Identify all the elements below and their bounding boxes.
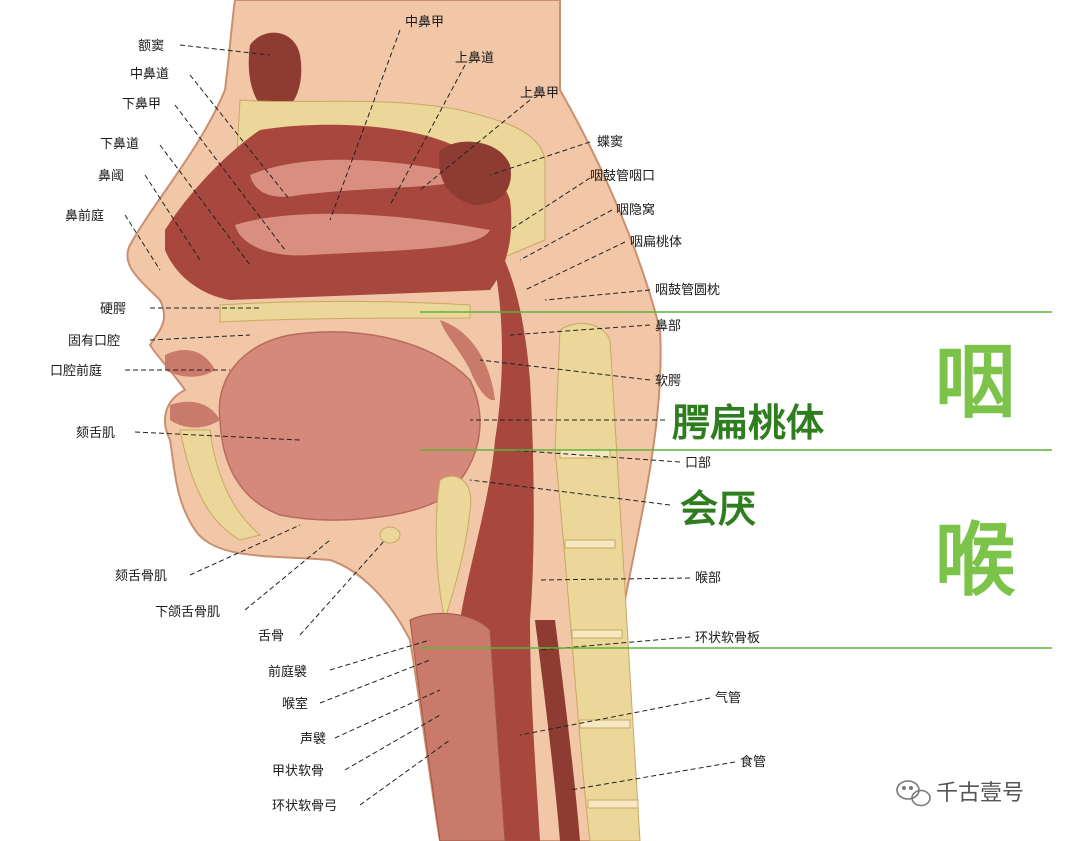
left-labels: 额窦 中鼻道 下鼻甲 下鼻道 鼻阈 鼻前庭 硬腭 固有口腔 口腔前庭 颏舌肌 颏… <box>50 39 337 814</box>
label-inferior-meatus: 下鼻道 <box>100 136 139 152</box>
label-hard-palate: 硬腭 <box>100 302 126 317</box>
label-nasal-vestibule: 鼻前庭 <box>65 208 104 224</box>
label-oropharynx: 口部 <box>685 456 711 471</box>
soft-palate <box>440 320 495 401</box>
inferior-concha <box>235 213 490 256</box>
right-labels: 蝶窦 咽鼓管咽口 咽隐窝 咽扁桃体 咽鼓管圆枕 鼻部 软腭 口部 喉部 环状软骨… <box>590 135 766 770</box>
label-pharyngeal-recess: 咽隐窝 <box>616 202 655 218</box>
label-vestibular-fold: 前庭襞 <box>268 664 307 680</box>
label-trachea: 气管 <box>715 690 741 706</box>
label-frontal-sinus: 额窦 <box>138 39 164 54</box>
label-laryngopharynx: 喉部 <box>695 571 721 586</box>
watermark-text: 千古壹号 <box>936 781 1024 806</box>
highlight-labels: 腭扁桃体 会厌 <box>672 401 824 531</box>
middle-concha <box>250 159 470 197</box>
top-labels: 中鼻甲 上鼻道 上鼻甲 <box>405 14 559 101</box>
label-torus-tubarius: 咽鼓管圆枕 <box>655 283 720 298</box>
hyoid-bone <box>379 526 401 544</box>
sphenoid-sinus <box>439 141 511 205</box>
label-inferior-concha: 下鼻甲 <box>122 96 161 112</box>
region-label-pharynx: 咽 <box>935 336 1015 429</box>
lips <box>165 350 220 428</box>
epiglottis <box>435 475 472 621</box>
leader-lines <box>124 29 736 806</box>
label-genioglossus: 颏舌肌 <box>76 426 115 441</box>
hard-palate <box>219 300 471 323</box>
label-cricoid-lamina: 环状软骨板 <box>695 631 760 646</box>
head-neck-illustration <box>126 0 662 841</box>
label-cricoid-arch: 环状软骨弓 <box>272 799 337 814</box>
label-oral-vestibule: 口腔前庭 <box>50 363 102 379</box>
frontal-sinus <box>248 32 302 115</box>
label-nasal-limen: 鼻阈 <box>98 168 124 184</box>
label-superior-concha: 上鼻甲 <box>520 85 559 101</box>
label-vocal-fold: 声襞 <box>300 731 326 747</box>
wechat-icon <box>896 780 931 807</box>
label-mylohyoid: 下颌舌骨肌 <box>155 605 220 620</box>
watermark: 千古壹号 <box>896 780 1024 807</box>
label-epiglottis: 会厌 <box>680 487 756 531</box>
label-middle-meatus: 中鼻道 <box>130 66 169 82</box>
larynx-trachea <box>409 612 506 841</box>
label-soft-palate: 软腭 <box>655 374 681 389</box>
label-hyoid: 舌骨 <box>258 629 284 644</box>
label-thyroid-cartilage: 甲状软骨 <box>272 764 324 779</box>
label-oral-cavity-proper: 固有口腔 <box>68 334 120 349</box>
region-label-larynx: 喉 <box>935 514 1016 607</box>
label-sphenoid-sinus: 蝶窦 <box>597 135 623 150</box>
region-labels: 咽 喉 <box>935 336 1016 607</box>
region-dividers <box>420 311 1052 649</box>
mandible <box>179 429 262 541</box>
label-esophagus: 食管 <box>740 754 766 770</box>
label-tubal-orifice: 咽鼓管咽口 <box>590 169 655 184</box>
label-middle-concha: 中鼻甲 <box>405 14 444 30</box>
label-laryngeal-ventricle: 喉室 <box>282 696 308 712</box>
esophagus <box>535 620 580 841</box>
label-palatine-tonsil: 腭扁桃体 <box>672 401 824 445</box>
label-geniohyoid: 颏舌骨肌 <box>115 569 167 584</box>
tongue <box>218 331 481 521</box>
label-nasopharynx: 鼻部 <box>655 318 681 334</box>
label-superior-meatus: 上鼻道 <box>455 50 494 66</box>
label-pharyngeal-tonsil: 咽扁桃体 <box>630 235 682 250</box>
